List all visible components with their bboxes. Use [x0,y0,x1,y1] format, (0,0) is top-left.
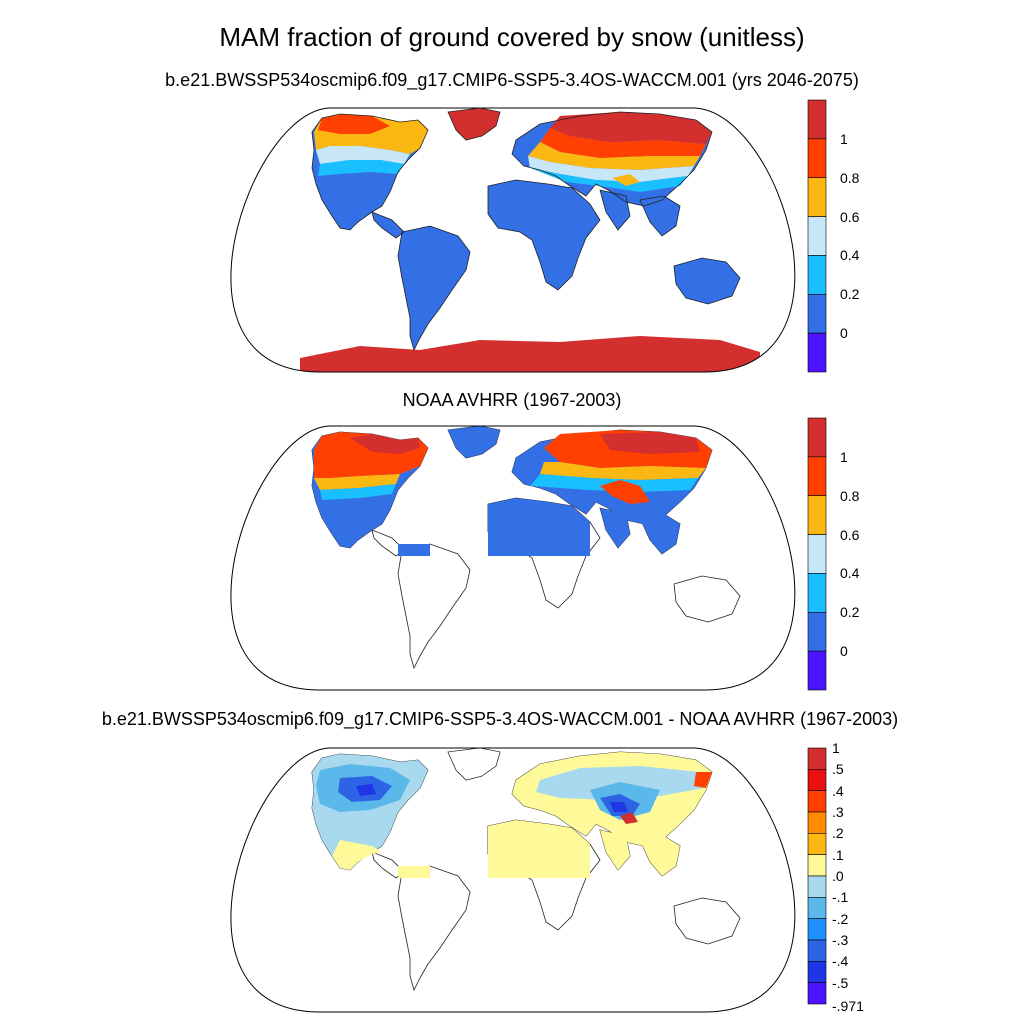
colorbar-swatch [807,854,827,877]
colorbar-tick-label: .2 [832,825,844,842]
colorbar-swatch [807,811,827,834]
colorbar-tick-label: .3 [832,804,844,820]
colorbar-tick-label: 0.4 [840,247,860,264]
colorbar-swatch [807,495,827,535]
colorbar-tick-label: 0.2 [840,286,860,303]
colorbar-tick-label: -.1 [832,889,849,906]
colorbar-swatch [807,573,827,613]
colorbar-swatch [807,897,827,919]
colorbar-swatch [807,138,827,179]
colorbar-tick-label: -.2 [832,910,849,927]
panel-1-subtitle: b.e21.BWSSP534oscmip6.f09_g17.CMIP6-SSP5… [165,70,859,90]
colorbar-tick-label: .5 [832,761,844,778]
panel-3-frame [230,747,796,1013]
colorbar-tick-label: .0 [832,868,844,884]
colorbar-tick-label: 0 [840,643,848,660]
colorbar-swatch [807,982,827,1005]
colorbar-swatch [807,961,827,983]
colorbar-swatch [807,99,827,140]
colorbar-tick-label: 0.4 [840,565,860,582]
colorbar-swatch [807,790,827,813]
colorbar-tick-label: 0 [840,325,848,342]
colorbar-tick-label: 0.8 [840,487,860,504]
panel-1-frame [230,107,796,373]
colorbar-swatch [807,833,827,855]
colorbar-swatch [807,939,827,962]
colorbar-tick-label: 1 [840,130,848,147]
colorbar-swatch [807,918,827,941]
panel-3-subtitle: b.e21.BWSSP534oscmip6.f09_g17.CMIP6-SSP5… [101,709,899,729]
panel-1-colorbar [807,99,827,373]
colorbar-tick-label: -.3 [832,932,849,948]
colorbar-swatch [807,177,827,217]
colorbar-tick-label: -.4 [832,953,849,970]
colorbar-swatch [807,747,827,770]
panel-2-colorbar [807,417,827,691]
colorbar-swatch [807,611,827,652]
colorbar-swatch [807,456,827,497]
colorbar-tick-label: -.971 [832,998,864,1014]
colorbar-swatch [807,216,827,256]
colorbar-swatch [807,255,827,295]
colorbar-tick-label: -.5 [832,974,849,991]
colorbar-tick-label: .4 [832,782,844,799]
colorbar-tick-label: 1 [832,740,840,756]
colorbar-tick-label: 0.2 [840,604,860,621]
colorbar-tick-label: .1 [832,846,844,863]
colorbar-swatch [807,875,827,898]
main-title: MAM fraction of ground covered by snow (… [219,22,805,52]
colorbar-tick-label: 0.8 [840,169,860,186]
colorbar-swatch [807,332,827,373]
colorbar-swatch [807,293,827,334]
panel-3-map [230,748,790,1012]
panel-3-colorbar [807,747,827,1005]
colorbar-swatch [807,650,827,691]
panel-2-subtitle: NOAA AVHRR (1967-2003) [402,390,622,410]
colorbar-swatch [807,534,827,574]
colorbar-tick-label: 1 [840,448,848,465]
panel-2-map [230,426,790,690]
colorbar-swatch [807,417,827,458]
colorbar-tick-label: 0.6 [840,526,860,543]
colorbar-tick-label: 0.6 [840,208,860,225]
panel-2-frame [230,425,796,691]
colorbar-swatch [807,769,827,791]
panel-1-map [230,108,790,372]
